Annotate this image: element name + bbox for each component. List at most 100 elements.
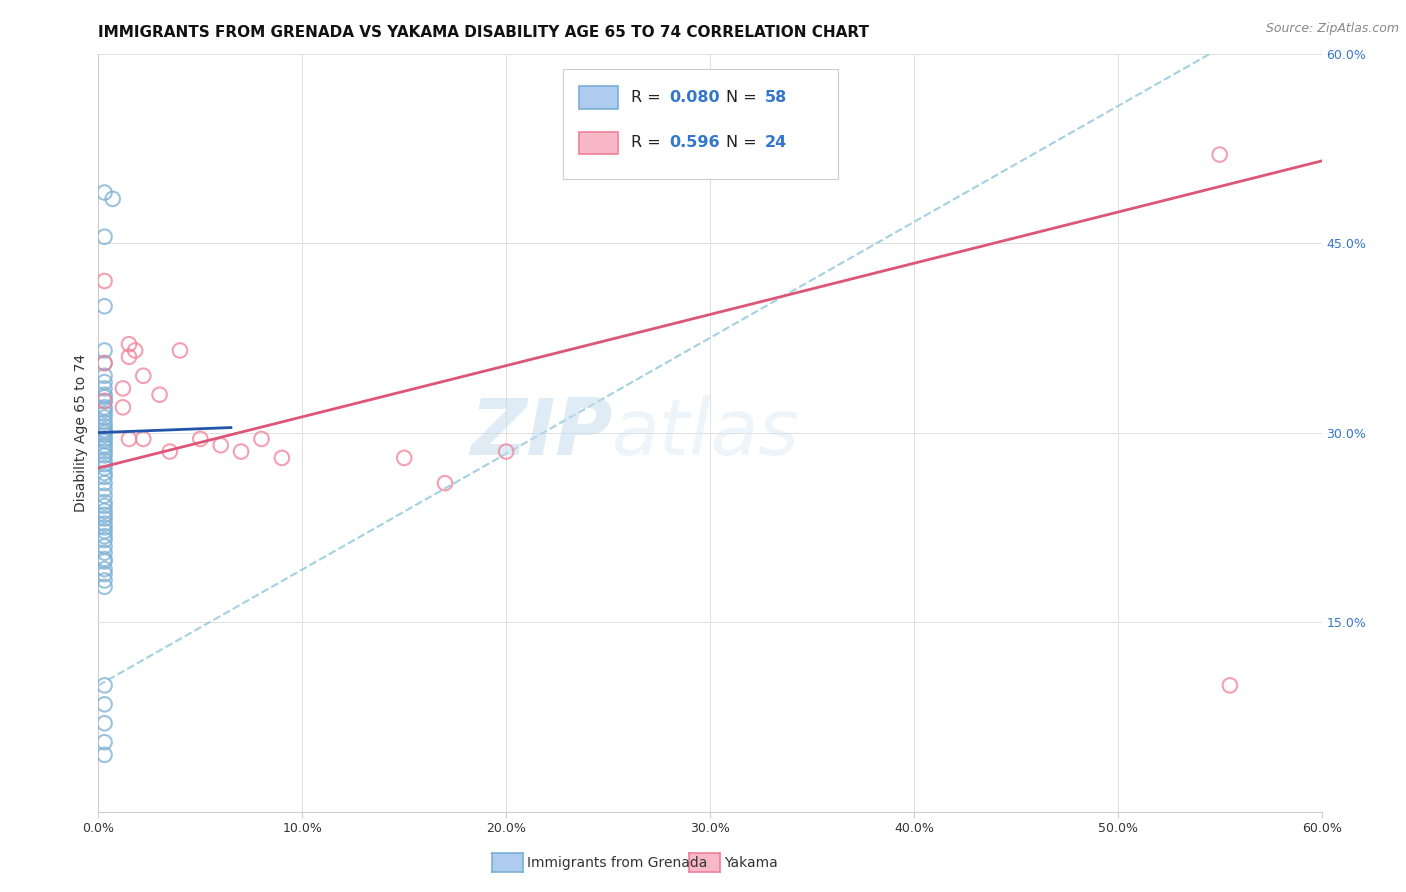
Point bbox=[93, 423, 115, 437]
Point bbox=[209, 438, 232, 452]
Point bbox=[250, 432, 273, 446]
Text: Immigrants from Grenada: Immigrants from Grenada bbox=[527, 855, 707, 870]
Point bbox=[188, 432, 212, 446]
Point bbox=[93, 401, 115, 415]
FancyBboxPatch shape bbox=[579, 132, 619, 154]
Point bbox=[392, 450, 416, 465]
Point bbox=[1209, 147, 1232, 161]
Point bbox=[93, 343, 115, 358]
FancyBboxPatch shape bbox=[579, 87, 619, 109]
Point bbox=[93, 516, 115, 531]
Point bbox=[149, 387, 172, 401]
Point bbox=[93, 457, 115, 471]
Point bbox=[93, 504, 115, 518]
Point bbox=[93, 499, 115, 513]
Point bbox=[111, 401, 134, 415]
Point bbox=[93, 425, 115, 440]
Point bbox=[93, 229, 115, 244]
Point bbox=[93, 483, 115, 497]
Point bbox=[93, 735, 115, 749]
Text: ZIP: ZIP bbox=[470, 394, 612, 471]
Point bbox=[93, 444, 115, 458]
Text: N =: N = bbox=[725, 136, 762, 151]
Point bbox=[93, 390, 115, 404]
Point bbox=[93, 438, 115, 452]
Point bbox=[93, 562, 115, 576]
Point bbox=[93, 274, 115, 288]
FancyBboxPatch shape bbox=[564, 69, 838, 178]
Point bbox=[93, 511, 115, 525]
Text: 58: 58 bbox=[765, 90, 787, 105]
Point bbox=[159, 444, 181, 458]
Point bbox=[93, 356, 115, 370]
Text: Yakama: Yakama bbox=[724, 855, 778, 870]
Point bbox=[169, 343, 191, 358]
Point bbox=[118, 350, 141, 364]
Text: IMMIGRANTS FROM GRENADA VS YAKAMA DISABILITY AGE 65 TO 74 CORRELATION CHART: IMMIGRANTS FROM GRENADA VS YAKAMA DISABI… bbox=[98, 25, 869, 40]
Text: 0.596: 0.596 bbox=[669, 136, 720, 151]
Point bbox=[93, 520, 115, 534]
Point bbox=[93, 449, 115, 463]
Point bbox=[270, 450, 294, 465]
Point bbox=[93, 533, 115, 547]
Point bbox=[93, 539, 115, 553]
Text: R =: R = bbox=[630, 136, 665, 151]
Point bbox=[93, 416, 115, 430]
Point bbox=[434, 476, 457, 491]
Point bbox=[93, 356, 115, 370]
Point bbox=[101, 192, 124, 206]
Point bbox=[93, 441, 115, 455]
Point bbox=[118, 337, 141, 351]
Point bbox=[93, 554, 115, 569]
Point bbox=[93, 580, 115, 594]
Point bbox=[93, 186, 115, 200]
Point bbox=[93, 428, 115, 442]
Point bbox=[93, 524, 115, 539]
Point bbox=[93, 552, 115, 566]
Point bbox=[93, 434, 115, 449]
Point bbox=[93, 678, 115, 692]
Point bbox=[93, 747, 115, 762]
Text: R =: R = bbox=[630, 90, 665, 105]
Point bbox=[93, 574, 115, 588]
Point bbox=[93, 546, 115, 560]
Point bbox=[93, 567, 115, 582]
Point bbox=[93, 375, 115, 389]
Point bbox=[93, 368, 115, 383]
Point bbox=[93, 495, 115, 509]
Text: N =: N = bbox=[725, 90, 762, 105]
Point bbox=[93, 299, 115, 313]
Text: Source: ZipAtlas.com: Source: ZipAtlas.com bbox=[1265, 22, 1399, 36]
Point bbox=[93, 407, 115, 421]
Point bbox=[93, 403, 115, 417]
Point bbox=[495, 444, 517, 458]
Point bbox=[93, 489, 115, 503]
Point bbox=[93, 529, 115, 543]
Point bbox=[93, 476, 115, 491]
Point bbox=[93, 387, 115, 401]
Text: atlas: atlas bbox=[612, 394, 800, 471]
Point bbox=[93, 410, 115, 425]
Point bbox=[93, 698, 115, 712]
Point bbox=[93, 419, 115, 434]
Point bbox=[93, 453, 115, 467]
Text: 24: 24 bbox=[765, 136, 787, 151]
Point bbox=[111, 381, 134, 395]
Point bbox=[231, 444, 253, 458]
Point bbox=[124, 343, 146, 358]
Point bbox=[132, 368, 155, 383]
Point bbox=[132, 432, 155, 446]
Point bbox=[93, 432, 115, 446]
Point bbox=[93, 461, 115, 475]
Point bbox=[93, 716, 115, 731]
Point bbox=[93, 381, 115, 395]
Point bbox=[93, 394, 115, 409]
Point bbox=[93, 470, 115, 484]
Point bbox=[1219, 678, 1241, 692]
Y-axis label: Disability Age 65 to 74: Disability Age 65 to 74 bbox=[75, 353, 89, 512]
Text: 0.080: 0.080 bbox=[669, 90, 720, 105]
Point bbox=[118, 432, 141, 446]
Point bbox=[93, 508, 115, 522]
Point bbox=[93, 394, 115, 409]
Point bbox=[93, 466, 115, 480]
